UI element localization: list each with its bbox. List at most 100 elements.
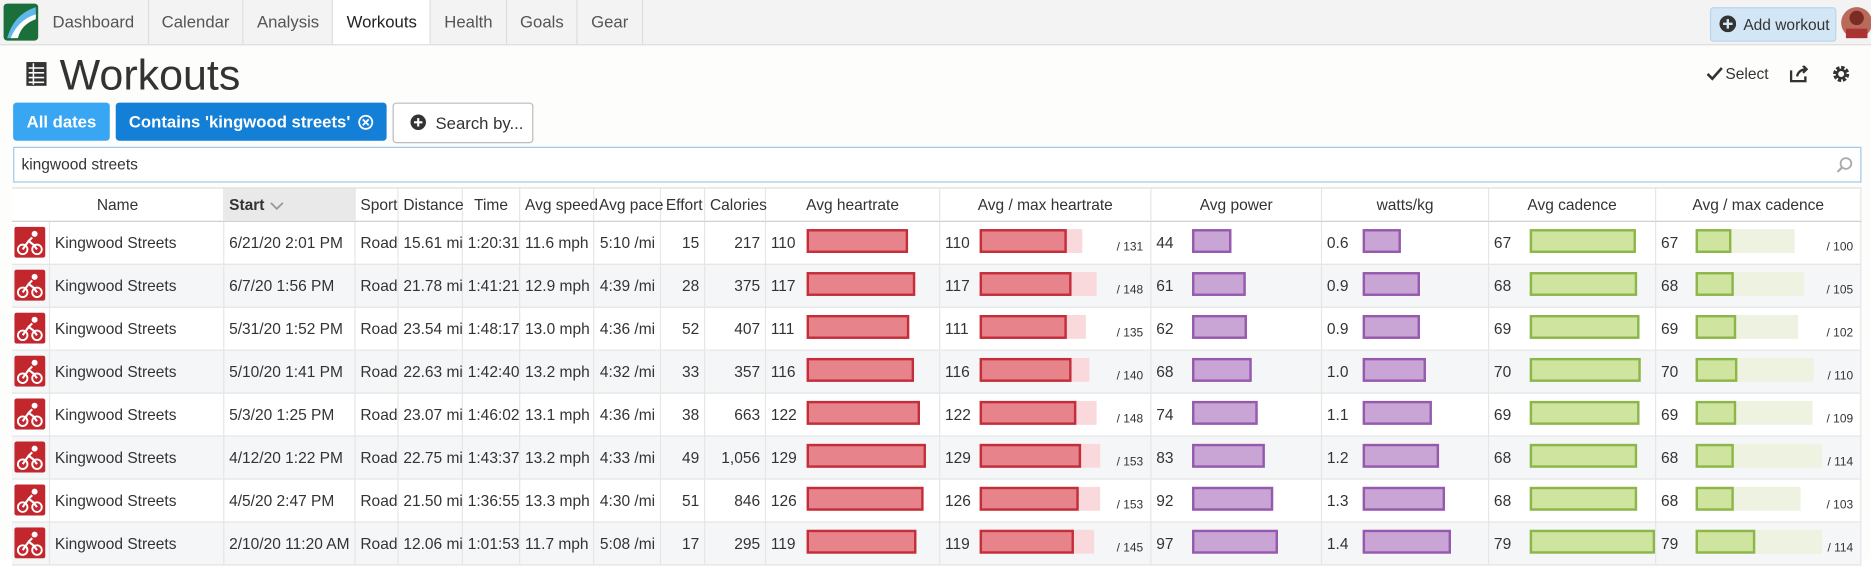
column-header[interactable]: Effort xyxy=(661,188,706,221)
nav-item[interactable]: Workouts xyxy=(333,0,432,45)
table-cell: 122 / 148 xyxy=(940,393,1152,436)
table-row[interactable]: Kingwood Streets 5/10/20 1:41 PM Road 22.63… xyxy=(11,350,1862,394)
column-header[interactable]: Time xyxy=(463,188,521,221)
cell-value: 68 xyxy=(1493,276,1512,295)
table-cell: 126 / 153 xyxy=(940,479,1152,522)
cell-text: 13.2 mph xyxy=(525,362,590,381)
filter-all-dates[interactable]: All dates xyxy=(13,102,110,141)
cell-text: 6/7/20 1:56 PM xyxy=(229,276,335,295)
nav-item[interactable]: Gear xyxy=(578,0,643,45)
cell-value: 69 xyxy=(1493,405,1512,424)
column-header[interactable]: Avg heartrate xyxy=(766,188,941,221)
column-header[interactable]: Avg pace xyxy=(594,188,663,221)
table-cell: Road xyxy=(356,264,399,307)
table-row[interactable]: Kingwood Streets 4/5/20 2:47 PM Road 21.50 … xyxy=(11,479,1862,523)
logo[interactable] xyxy=(0,0,39,44)
cell-value: 67 xyxy=(1493,233,1512,252)
column-header[interactable]: Avg / max cadence xyxy=(1656,188,1862,221)
table-row[interactable]: Kingwood Streets 6/21/20 2:01 PM Road 15.61… xyxy=(11,221,1862,265)
cell-text: 5/3/20 1:25 PM xyxy=(229,405,335,424)
table-cell xyxy=(12,307,51,350)
search-input[interactable]: kingwood streets xyxy=(13,146,1862,183)
table-row[interactable]: Kingwood Streets 5/31/20 1:52 PM Road 23.54… xyxy=(11,307,1862,351)
cell-text: Road xyxy=(360,276,398,295)
select-button[interactable]: Select xyxy=(1725,64,1769,83)
search-by-button[interactable]: Search by... xyxy=(392,102,534,144)
nav-item[interactable]: Analysis xyxy=(244,0,334,45)
column-header[interactable]: Avg cadence xyxy=(1489,188,1657,221)
table-cell: 12.06 mi xyxy=(399,522,463,565)
nav-item[interactable]: Goals xyxy=(507,0,578,45)
table-cell: Road xyxy=(356,221,399,264)
table-cell: 1.4 xyxy=(1322,522,1490,565)
column-header[interactable]: Distance xyxy=(399,188,464,221)
table-cell: 17 xyxy=(661,522,706,565)
cell-text: 1:43:37 xyxy=(467,448,520,467)
remove-filter-icon[interactable] xyxy=(358,114,374,131)
table-cell: 407 xyxy=(705,307,767,350)
filter-contains[interactable]: Contains 'kingwood streets' xyxy=(115,102,387,141)
share-icon[interactable] xyxy=(1789,65,1809,83)
table-cell xyxy=(12,393,51,436)
settings-icon[interactable] xyxy=(1832,64,1851,83)
sport-icon xyxy=(14,527,46,559)
cell-text: 357 xyxy=(734,362,761,381)
table-cell: 15 xyxy=(661,221,706,264)
table-row[interactable]: Kingwood Streets 5/3/20 1:25 PM Road 23.07 … xyxy=(11,393,1862,437)
cell-text: 51 xyxy=(681,491,700,510)
column-header[interactable]: Start xyxy=(224,188,356,221)
table-cell: 4:36 /mi xyxy=(594,307,662,350)
add-workout-button[interactable]: Add workout xyxy=(1709,7,1837,42)
column-header[interactable]: watts/kg xyxy=(1322,188,1490,221)
table-cell: 111 xyxy=(766,307,941,350)
value-bar xyxy=(1362,229,1401,253)
table-cell: 13.2 mph xyxy=(520,350,595,393)
column-header[interactable]: Avg power xyxy=(1151,188,1323,221)
cell-text: Kingwood Streets xyxy=(54,491,177,510)
nav-item[interactable]: Calendar xyxy=(149,0,244,45)
table-cell: 15.61 mi xyxy=(399,221,463,264)
cell-text: 4:33 /mi xyxy=(599,448,656,467)
table-row[interactable]: Kingwood Streets 2/10/20 11:20 AM Road 12.0… xyxy=(11,522,1862,566)
cell-value: 117 xyxy=(770,276,796,295)
avg-bar xyxy=(979,315,1068,339)
avatar[interactable] xyxy=(1840,5,1871,41)
cell-value: 129 xyxy=(945,448,971,467)
cell-text: 1:42:40 xyxy=(467,362,520,381)
cell-text: Road xyxy=(360,448,398,467)
table-row[interactable]: Kingwood Streets 4/12/20 1:22 PM Road 22.75… xyxy=(11,436,1862,480)
table-cell: 129 / 153 xyxy=(940,436,1152,479)
cell-text: 1:46:02 xyxy=(467,405,520,424)
table-row[interactable]: Kingwood Streets 6/7/20 1:56 PM Road 21.78 … xyxy=(11,264,1862,308)
nav-item[interactable]: Dashboard xyxy=(39,0,149,45)
cell-value: 116 xyxy=(945,362,970,381)
table-cell: 51 xyxy=(661,479,706,522)
table-cell: 2/10/20 11:20 AM xyxy=(224,522,356,565)
header-row: Name Start Sport Distance Time Avg speed Avg p… xyxy=(11,187,1862,222)
max-label: / 105 xyxy=(1826,283,1854,298)
value-bar xyxy=(1192,357,1253,382)
table-cell xyxy=(12,522,51,565)
avg-bar xyxy=(979,486,1079,511)
column-header[interactable]: Avg / max heartrate xyxy=(940,188,1152,221)
column-header[interactable]: Calories xyxy=(705,188,767,221)
avg-bar xyxy=(1695,486,1734,511)
cell-value: 111 xyxy=(770,319,795,338)
nav-item[interactable]: Health xyxy=(431,0,507,45)
cell-text: 13.2 mph xyxy=(525,448,590,467)
value-bar xyxy=(1192,229,1231,253)
table-cell: Kingwood Streets xyxy=(50,522,225,565)
cell-text: 4/5/20 2:47 PM xyxy=(229,491,335,510)
column-header[interactable]: Avg speed xyxy=(520,188,598,221)
table-cell: 4:39 /mi xyxy=(594,264,662,307)
table-cell: 5/3/20 1:25 PM xyxy=(224,393,356,436)
column-header[interactable]: Name xyxy=(12,188,225,221)
value-bar xyxy=(1529,357,1641,382)
cell-text: 12.9 mph xyxy=(525,276,590,295)
table-cell: 12.9 mph xyxy=(520,264,595,307)
value-bar xyxy=(1529,272,1638,296)
search-by-label: Search by... xyxy=(435,113,524,133)
cell-text: Road xyxy=(360,362,398,381)
table-cell: 1:42:40 xyxy=(463,350,521,393)
column-header[interactable]: Sport xyxy=(356,188,399,221)
